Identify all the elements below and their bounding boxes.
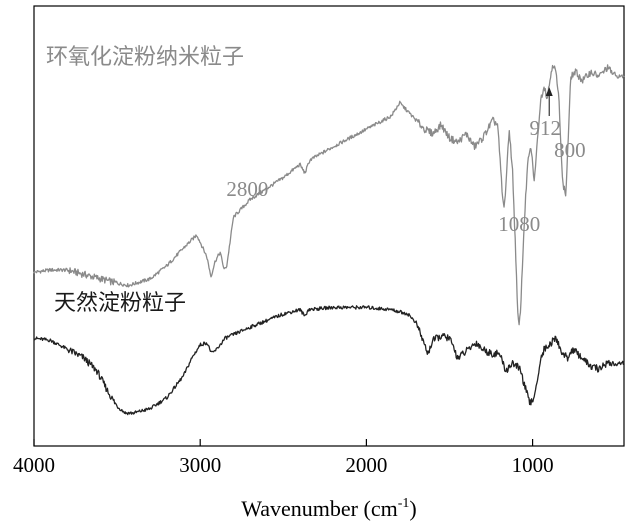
x-axis-title-superscript: -1 (398, 496, 410, 511)
series-label-native-starch-particles: 天然淀粉粒子 (54, 291, 186, 316)
series-line-1 (34, 306, 624, 415)
peak-arrow-head (546, 87, 553, 96)
x-tick-label: 3000 (179, 453, 221, 477)
x-tick-label: 1000 (512, 453, 554, 477)
peak-label-1080: 1080 (498, 212, 540, 236)
peak-label-2800: 2800 (226, 177, 268, 201)
x-axis-title-text: Wavenumber (cm (241, 496, 397, 521)
x-tick-label: 2000 (345, 453, 387, 477)
series-label-epoxidized-starch-nanoparticles: 环氧化淀粉纳米粒子 (46, 45, 244, 70)
x-axis-title: Wavenumber (cm-1) (241, 496, 416, 521)
x-tick-label: 4000 (13, 453, 55, 477)
peak-label-800: 800 (554, 138, 586, 162)
series-line-0 (34, 65, 624, 325)
x-axis-ticks: 4000 3000 2000 1000 (13, 439, 554, 477)
x-axis-title-close: ) (409, 496, 416, 521)
peak-label-912: 912 (529, 116, 561, 140)
